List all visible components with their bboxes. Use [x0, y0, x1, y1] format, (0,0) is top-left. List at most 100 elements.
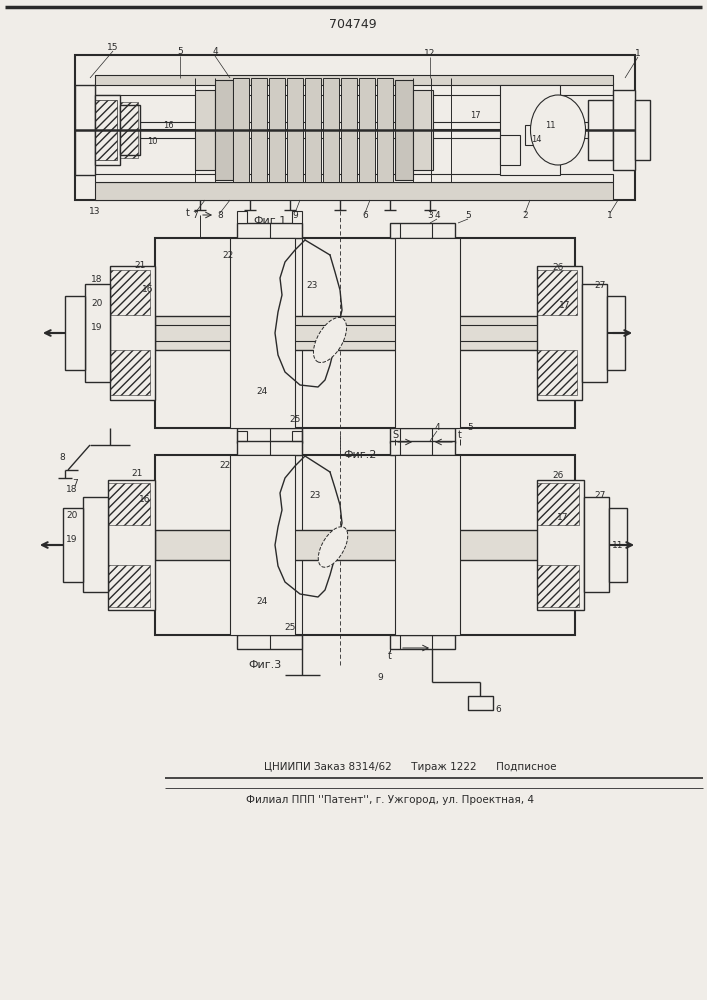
Bar: [468, 696, 493, 710]
Bar: [95, 83, 613, 95]
Bar: [292, 211, 302, 223]
Text: Фиг.1: Фиг.1: [253, 216, 286, 226]
Text: 11: 11: [545, 120, 555, 129]
Text: 20: 20: [91, 298, 103, 308]
Text: 18: 18: [91, 275, 103, 284]
Bar: [390, 635, 455, 649]
Text: 9: 9: [292, 212, 298, 221]
Bar: [237, 223, 302, 238]
Text: 5: 5: [177, 47, 183, 56]
Bar: [95, 182, 613, 200]
Text: 1: 1: [607, 212, 613, 221]
Text: 23: 23: [310, 490, 321, 499]
Bar: [230, 455, 295, 635]
Bar: [120, 102, 138, 158]
Text: 15: 15: [107, 42, 119, 51]
Text: 17: 17: [469, 110, 480, 119]
Ellipse shape: [530, 95, 585, 165]
Text: 11: 11: [612, 540, 624, 550]
Bar: [395, 455, 460, 635]
Bar: [237, 441, 302, 455]
Text: 26: 26: [552, 471, 563, 480]
Text: 27: 27: [595, 280, 606, 290]
Bar: [155, 455, 575, 635]
Text: 24: 24: [257, 387, 268, 396]
Bar: [75, 85, 95, 175]
Bar: [588, 100, 613, 160]
Text: 20: 20: [66, 510, 78, 520]
Text: 18: 18: [66, 486, 78, 494]
Text: 23: 23: [306, 280, 317, 290]
Text: 25: 25: [284, 622, 296, 632]
Text: 4: 4: [212, 47, 218, 56]
Bar: [292, 431, 302, 441]
Text: 704749: 704749: [329, 18, 377, 31]
Bar: [237, 431, 247, 441]
Bar: [500, 85, 560, 175]
Bar: [65, 296, 85, 370]
Text: S: S: [392, 430, 398, 440]
Bar: [613, 90, 635, 170]
Bar: [582, 284, 607, 382]
Text: 21: 21: [132, 470, 143, 479]
Bar: [395, 238, 460, 428]
Bar: [537, 270, 577, 315]
Text: 21: 21: [134, 260, 146, 269]
Bar: [215, 80, 233, 180]
Text: 10: 10: [147, 137, 157, 146]
Bar: [155, 316, 575, 350]
Text: 16: 16: [139, 495, 151, 504]
Bar: [305, 78, 321, 182]
Bar: [390, 428, 455, 443]
Text: 24: 24: [257, 597, 268, 606]
Bar: [607, 296, 625, 370]
Text: 2: 2: [522, 212, 528, 221]
Bar: [609, 508, 627, 582]
Bar: [110, 266, 155, 400]
Bar: [237, 635, 302, 649]
Bar: [359, 78, 375, 182]
Text: 1: 1: [635, 48, 641, 57]
Bar: [341, 78, 357, 182]
Bar: [269, 78, 285, 182]
Bar: [537, 266, 582, 400]
Bar: [85, 284, 110, 382]
Ellipse shape: [318, 527, 348, 567]
Text: 7: 7: [72, 480, 78, 488]
Bar: [323, 78, 339, 182]
Text: ЦНИИПИ Заказ 8314/62      Тираж 1222      Подписное: ЦНИИПИ Заказ 8314/62 Тираж 1222 Подписно…: [264, 762, 556, 772]
Text: 19: 19: [66, 536, 78, 544]
Bar: [63, 508, 83, 582]
Text: 3: 3: [427, 212, 433, 221]
Bar: [251, 78, 267, 182]
Bar: [108, 565, 150, 607]
Text: 13: 13: [89, 208, 101, 217]
Text: 25: 25: [289, 416, 300, 424]
Text: 26: 26: [552, 263, 563, 272]
Text: 4: 4: [434, 422, 440, 432]
Bar: [95, 174, 613, 182]
Bar: [395, 80, 413, 180]
Text: t: t: [458, 430, 462, 440]
Text: Фиг.3: Фиг.3: [248, 660, 281, 670]
Bar: [584, 497, 609, 592]
Text: Филиал ППП ''Патент'', г. Ужгород, ул. Проектная, 4: Филиал ППП ''Патент'', г. Ужгород, ул. П…: [246, 795, 534, 805]
Bar: [230, 238, 295, 428]
Text: 6: 6: [362, 212, 368, 221]
Bar: [95, 100, 117, 160]
Text: 22: 22: [219, 460, 230, 470]
Bar: [500, 135, 520, 165]
Bar: [108, 483, 150, 525]
Bar: [120, 105, 140, 155]
Bar: [75, 55, 635, 200]
Bar: [413, 90, 433, 170]
Bar: [95, 75, 613, 85]
Text: 4: 4: [434, 211, 440, 220]
Text: 5: 5: [467, 422, 473, 432]
Text: 8: 8: [59, 454, 65, 462]
Bar: [95, 95, 120, 165]
Text: 27: 27: [595, 490, 606, 499]
Bar: [237, 428, 302, 443]
Text: 8: 8: [217, 212, 223, 221]
Text: 16: 16: [142, 286, 153, 294]
